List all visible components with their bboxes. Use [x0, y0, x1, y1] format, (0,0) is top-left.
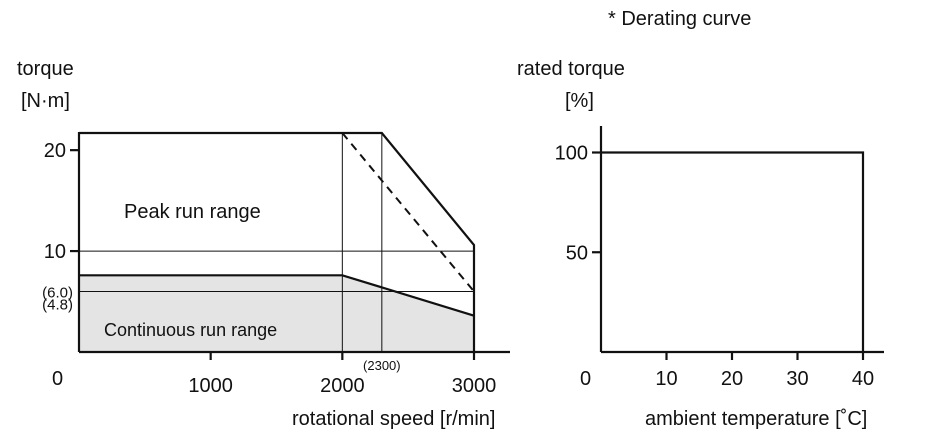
right-origin-label: 0: [580, 368, 591, 390]
left-plot-area: 10 20 (6.0)(4.8) 1000 2000 3000 (2300) Peak run…: [42, 131, 510, 397]
continuous-run-range-line: [79, 274, 475, 317]
left-y-label-line1: torque: [17, 58, 74, 80]
left-x-label: rotational speed [r/min]: [292, 408, 495, 430]
left-x-tick-label-1: 2000: [320, 375, 365, 397]
derating-chart: rated torque [%] ambient temperature [˚C…: [517, 58, 884, 430]
right-y-label-line1: rated torque: [517, 58, 625, 80]
derating-note: * Derating curve: [608, 8, 751, 30]
right-plot-area: 50 100 10 20 30 40: [555, 126, 884, 390]
left-y-annotation-0: (6.0): [42, 284, 73, 301]
derated-peak-dashed-line: [341, 132, 475, 293]
continuous-range-fill: [79, 275, 474, 352]
right-y-tick-label-1: 100: [555, 143, 588, 165]
right-y-label-line2: [%]: [565, 90, 594, 112]
left-origin-label: 0: [52, 368, 63, 390]
right-x-tick-label-2: 30: [786, 368, 808, 390]
right-x-tick-label-0: 10: [655, 368, 677, 390]
left-y-annotation-1: (4.8): [42, 297, 73, 314]
derating-curve-line: [601, 151, 865, 352]
torque-speed-chart: torque [N·m] rotational speed [r/min] 0 …: [17, 58, 510, 430]
left-x-annotation: (2300): [363, 358, 401, 373]
left-y-tick-label-0: 10: [44, 241, 66, 263]
peak-run-range-label: Peak run range: [124, 201, 261, 223]
left-x-tick-label-0: 1000: [188, 375, 233, 397]
peak-run-range-line: [79, 131, 476, 352]
left-x-tick-label-2: 3000: [452, 375, 497, 397]
right-x-tick-label-1: 20: [721, 368, 743, 390]
left-y-tick-label-1: 20: [44, 140, 66, 162]
continuous-run-range-label: Continuous run range: [104, 320, 277, 340]
right-x-label: ambient temperature [˚C]: [645, 408, 867, 430]
right-y-tick-label-0: 50: [566, 242, 588, 264]
right-x-tick-label-3: 40: [852, 368, 874, 390]
left-y-label-line2: [N·m]: [21, 90, 70, 112]
